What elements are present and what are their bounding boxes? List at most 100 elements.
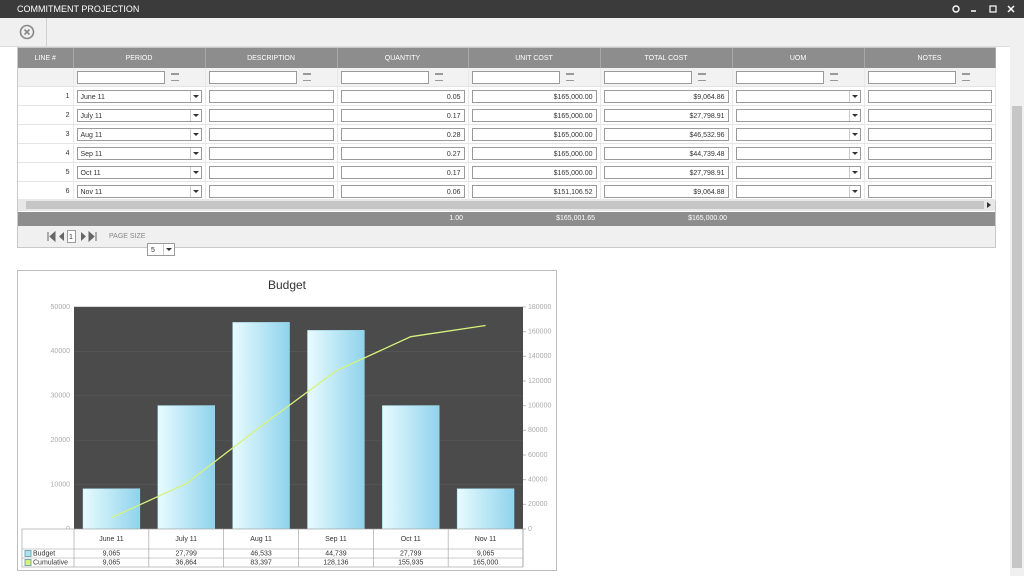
filter-input[interactable]: [208, 70, 297, 84]
period-select[interactable]: July 11: [76, 108, 202, 122]
column-header[interactable]: TOTAL COST: [600, 48, 733, 68]
period-select[interactable]: Aug 11: [76, 127, 202, 141]
prev-page[interactable]: [59, 232, 64, 241]
dropdown-button[interactable]: [848, 166, 860, 178]
notes-input[interactable]: [867, 146, 992, 160]
first-page[interactable]: [47, 231, 56, 243]
cancel-button[interactable]: [19, 24, 35, 40]
dropdown-button[interactable]: [189, 185, 201, 197]
filter-icon[interactable]: [170, 73, 179, 81]
bar: [382, 405, 440, 530]
notes-input[interactable]: [867, 89, 992, 103]
total-cost-input[interactable]: $27,798.91: [603, 165, 729, 179]
uom-select[interactable]: [735, 165, 861, 179]
filter-input[interactable]: [603, 70, 692, 84]
unit-cost-input[interactable]: $151,106.52: [471, 184, 597, 198]
filter-input[interactable]: [867, 70, 956, 84]
quantity-input[interactable]: 0.28: [340, 127, 465, 141]
restore-button[interactable]: [989, 5, 997, 13]
uom-select[interactable]: [735, 89, 861, 103]
description-input[interactable]: [208, 165, 334, 179]
y-tick-label: 10000: [51, 481, 71, 488]
filter-input[interactable]: [471, 70, 560, 84]
period-select[interactable]: Oct 11: [76, 165, 202, 179]
column-header[interactable]: UOM: [732, 48, 865, 68]
total-cost-input[interactable]: $27,798.91: [603, 108, 729, 122]
dropdown-button[interactable]: [848, 185, 860, 197]
description-input[interactable]: [208, 108, 334, 122]
unit-cost-input[interactable]: $165,000.00: [471, 89, 597, 103]
notes-input[interactable]: [867, 165, 992, 179]
scroll-thumb[interactable]: [1012, 106, 1022, 568]
dropdown-button[interactable]: [189, 166, 201, 178]
description-input[interactable]: [208, 146, 334, 160]
dropdown-button[interactable]: [848, 128, 860, 140]
notes-input[interactable]: [867, 108, 992, 122]
vertical-scrollbar[interactable]: [1010, 18, 1024, 576]
description-input[interactable]: [208, 89, 334, 103]
filter-icon[interactable]: [302, 73, 311, 81]
dropdown-button[interactable]: [189, 128, 201, 140]
period-select[interactable]: Sep 11: [76, 146, 202, 160]
filter-icon[interactable]: [697, 73, 706, 81]
unit-cost-input[interactable]: $165,000.00: [471, 108, 597, 122]
dropdown-button[interactable]: [848, 109, 860, 121]
description-input[interactable]: [208, 127, 334, 141]
filter-icon[interactable]: [829, 73, 838, 81]
dropdown-button[interactable]: [848, 147, 860, 159]
refresh-button[interactable]: [952, 5, 960, 13]
filter-icon[interactable]: [961, 73, 970, 81]
quantity-input[interactable]: 0.27: [340, 146, 465, 160]
column-header[interactable]: DESCRIPTION: [205, 48, 338, 68]
period-select[interactable]: Nov 11: [76, 184, 202, 198]
next-page[interactable]: [81, 232, 86, 241]
filter-icon[interactable]: [434, 73, 443, 81]
uom-cell: [732, 181, 865, 201]
column-header[interactable]: UNIT COST: [468, 48, 601, 68]
close-button[interactable]: [1007, 5, 1015, 13]
dropdown-button[interactable]: [848, 90, 860, 102]
column-header[interactable]: QUANTITY: [337, 48, 469, 68]
quantity-input[interactable]: 0.17: [340, 165, 465, 179]
page-size[interactable]: 5: [147, 243, 175, 256]
filter-input[interactable]: [735, 70, 824, 84]
dropdown-button[interactable]: [189, 90, 201, 102]
dropdown-button[interactable]: [189, 109, 201, 121]
notes-input[interactable]: [867, 127, 992, 141]
unit-cost-input[interactable]: $165,000.00: [471, 127, 597, 141]
quantity-input[interactable]: 0.06: [340, 184, 465, 198]
uom-select[interactable]: [735, 127, 861, 141]
y2-tick-label: 60000: [528, 452, 548, 459]
column-header[interactable]: PERIOD: [73, 48, 206, 68]
filter-input[interactable]: [340, 70, 429, 84]
bar: [157, 405, 215, 530]
column-header[interactable]: LINE #: [18, 48, 74, 68]
unit-cost-input[interactable]: $165,000.00: [471, 146, 597, 160]
notes-cell: [864, 105, 996, 125]
uom-select[interactable]: [735, 184, 861, 198]
uom-select[interactable]: [735, 146, 861, 160]
description-input[interactable]: [208, 184, 334, 198]
current-page[interactable]: 1: [67, 230, 76, 243]
scroll-right[interactable]: [987, 202, 994, 208]
uom-select[interactable]: [735, 108, 861, 122]
notes-input[interactable]: [867, 184, 992, 198]
column-header[interactable]: NOTES: [864, 48, 996, 68]
horizontal-scrollbar[interactable]: [18, 199, 995, 211]
dropdown-button[interactable]: [189, 147, 201, 159]
period-select[interactable]: June 11: [76, 89, 202, 103]
description-cell: [205, 181, 338, 201]
last-page[interactable]: [88, 231, 97, 243]
quantity-input[interactable]: 0.17: [340, 108, 465, 122]
total-cost-input[interactable]: $9,064.86: [603, 89, 729, 103]
total-cost-input[interactable]: $9,064.88: [603, 184, 729, 198]
filter-icon[interactable]: [565, 73, 574, 81]
scroll-thumb[interactable]: [26, 201, 984, 209]
unit-cost-input[interactable]: $165,000.00: [471, 165, 597, 179]
description-cell: [205, 162, 338, 182]
filter-input[interactable]: [76, 70, 165, 84]
quantity-input[interactable]: 0.05: [340, 89, 465, 103]
total-cost-input[interactable]: $44,739.48: [603, 146, 729, 160]
filter-cell: [864, 68, 996, 87]
total-cost-input[interactable]: $46,532.96: [603, 127, 729, 141]
